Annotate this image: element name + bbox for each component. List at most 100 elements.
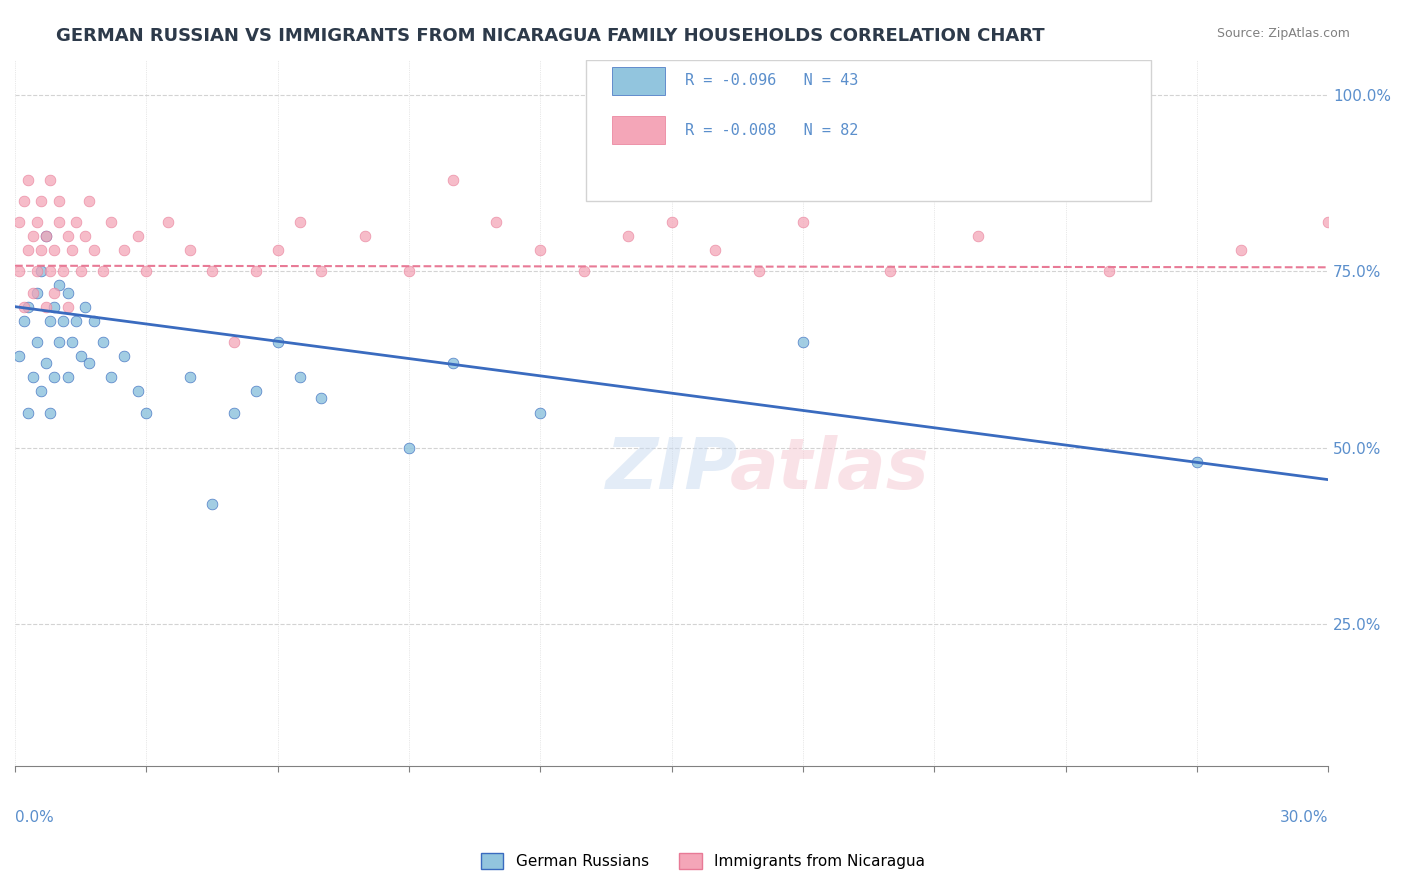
Point [127, 384, 149, 399]
Point [288, 215, 311, 229]
Point [179, 243, 201, 257]
Point [617, 229, 640, 244]
Point [60, 334, 83, 349]
Point [485, 215, 508, 229]
Point [25, 285, 48, 300]
Point [79, 194, 101, 208]
Point [34, 356, 56, 370]
Legend: German Russians, Immigrants from Nicaragua: German Russians, Immigrants from Nicarag… [474, 847, 932, 875]
Point [56, 370, 79, 384]
Point [157, 215, 180, 229]
Text: atlas: atlas [730, 434, 929, 504]
Point [44, 285, 66, 300]
Point [48, 278, 70, 293]
Point [311, 392, 333, 406]
Point [1098, 264, 1121, 278]
Point [879, 264, 901, 278]
Point [8, 264, 31, 278]
Point [8, 349, 31, 363]
Point [222, 334, 245, 349]
Point [112, 349, 135, 363]
Point [48, 194, 70, 208]
Point [48, 215, 70, 229]
Point [127, 229, 149, 244]
Point [441, 356, 464, 370]
Point [13, 300, 35, 314]
Point [792, 334, 814, 349]
Point [748, 264, 770, 278]
Point [266, 243, 288, 257]
Point [179, 370, 201, 384]
Point [39, 314, 62, 328]
Point [52, 314, 75, 328]
Point [8, 215, 31, 229]
Text: 0.0%: 0.0% [15, 810, 53, 825]
Point [30, 384, 52, 399]
Point [135, 406, 157, 420]
Point [69, 264, 91, 278]
Point [201, 264, 224, 278]
Text: GERMAN RUSSIAN VS IMMIGRANTS FROM NICARAGUA FAMILY HOUSEHOLDS CORRELATION CHART: GERMAN RUSSIAN VS IMMIGRANTS FROM NICARA… [56, 27, 1045, 45]
Point [441, 172, 464, 186]
Point [39, 264, 62, 278]
Text: R = -0.008   N = 82: R = -0.008 N = 82 [685, 123, 858, 137]
Point [100, 370, 122, 384]
Point [266, 334, 288, 349]
Point [354, 229, 377, 244]
Point [65, 314, 87, 328]
Point [1185, 455, 1208, 469]
Text: ZIP: ZIP [606, 434, 738, 504]
Point [73, 229, 96, 244]
Point [222, 406, 245, 420]
Point [30, 194, 52, 208]
Text: R = -0.096   N = 43: R = -0.096 N = 43 [685, 73, 858, 88]
Point [17, 172, 39, 186]
Point [21, 370, 44, 384]
Point [44, 243, 66, 257]
Point [83, 243, 105, 257]
Point [44, 300, 66, 314]
Point [56, 229, 79, 244]
Point [56, 285, 79, 300]
Point [65, 215, 87, 229]
Point [83, 314, 105, 328]
Point [17, 406, 39, 420]
Point [69, 349, 91, 363]
Point [25, 334, 48, 349]
Point [73, 300, 96, 314]
Point [398, 264, 420, 278]
Text: 30.0%: 30.0% [1279, 810, 1329, 825]
Point [34, 229, 56, 244]
Point [52, 264, 75, 278]
Point [39, 172, 62, 186]
Point [529, 243, 551, 257]
Point [135, 264, 157, 278]
Point [792, 215, 814, 229]
Point [34, 229, 56, 244]
Point [245, 384, 267, 399]
Point [398, 441, 420, 455]
Point [91, 334, 114, 349]
FancyBboxPatch shape [613, 67, 665, 95]
Point [311, 264, 333, 278]
Point [13, 314, 35, 328]
Point [13, 194, 35, 208]
Point [112, 243, 135, 257]
Point [100, 215, 122, 229]
FancyBboxPatch shape [586, 60, 1152, 201]
Point [21, 229, 44, 244]
Point [201, 497, 224, 511]
Point [91, 264, 114, 278]
Point [56, 300, 79, 314]
Point [25, 215, 48, 229]
Point [34, 300, 56, 314]
Point [79, 356, 101, 370]
Point [704, 243, 727, 257]
Point [572, 264, 595, 278]
Point [48, 334, 70, 349]
Point [60, 243, 83, 257]
Point [17, 243, 39, 257]
Point [1229, 243, 1251, 257]
Text: Source: ZipAtlas.com: Source: ZipAtlas.com [1216, 27, 1350, 40]
Point [967, 229, 990, 244]
